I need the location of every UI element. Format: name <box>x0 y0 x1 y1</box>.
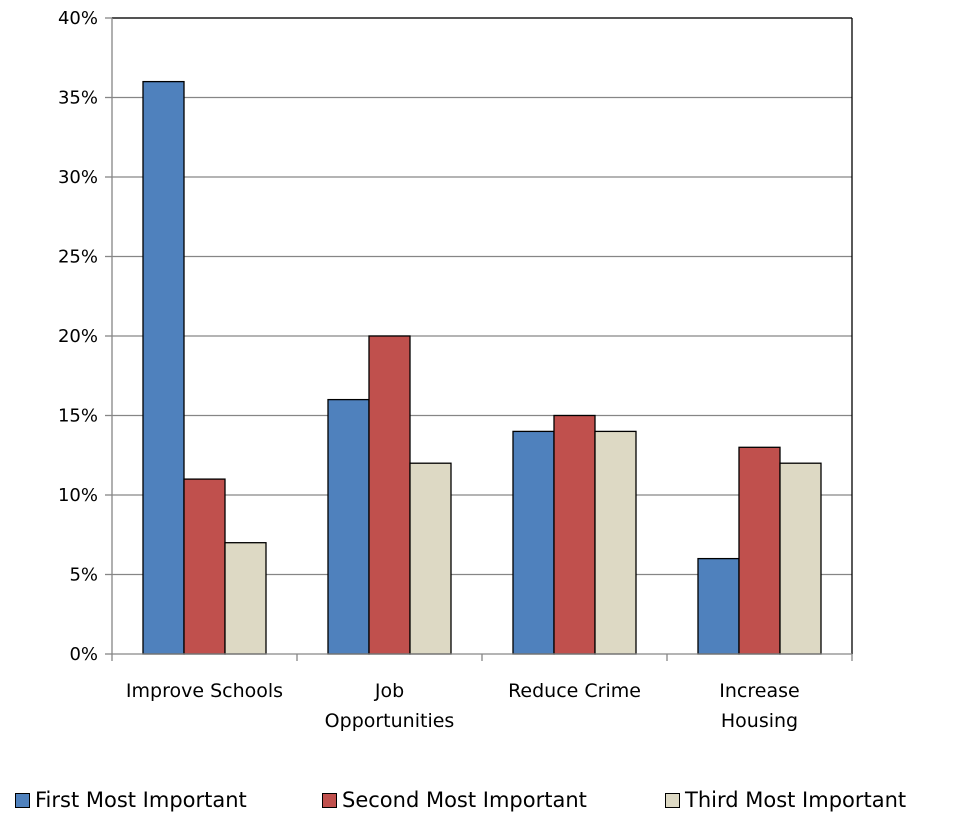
bar <box>224 542 267 655</box>
y-tick-label: 0% <box>69 644 98 665</box>
legend-item: First Most Important <box>15 788 247 812</box>
bar <box>779 462 822 655</box>
bar <box>183 478 226 655</box>
bar <box>512 430 555 655</box>
bar <box>327 398 370 655</box>
y-tick-label: 10% <box>58 485 98 506</box>
axes <box>105 17 853 661</box>
x-tick-label: Job Opportunities <box>325 680 455 732</box>
y-tick-label: 30% <box>58 167 98 188</box>
bar <box>553 414 596 655</box>
y-tick-label: 35% <box>58 88 98 109</box>
bars <box>142 80 822 655</box>
y-tick-label: 15% <box>58 406 98 427</box>
bar <box>368 335 411 655</box>
y-tick-label: 5% <box>69 565 98 586</box>
axis-labels: 0% 5% 10% 15% 20% 25% 30% 35% 40% Improve Schools… <box>58 8 800 732</box>
y-tick-label: 40% <box>58 8 98 29</box>
bar <box>409 462 452 655</box>
gridlines <box>112 17 852 576</box>
legend: First Most Important Second Most Importan… <box>0 788 953 822</box>
legend-label: First Most Important <box>35 788 247 812</box>
legend-item: Second Most Important <box>322 788 587 812</box>
y-tick-label: 25% <box>58 247 98 268</box>
y-tick-label: 20% <box>58 326 98 347</box>
x-tick-label: Reduce Crime <box>508 680 641 702</box>
bar-chart: 0% 5% 10% 15% 20% 25% 30% 35% 40% Improve Schools… <box>58 8 853 732</box>
x-tick-label: Improve Schools <box>126 680 283 702</box>
legend-label: Third Most Important <box>685 788 907 812</box>
x-tick-label: Increase Housing <box>719 680 799 732</box>
legend-swatch <box>322 792 337 808</box>
bar <box>594 430 637 655</box>
legend-item: Third Most Important <box>665 788 906 812</box>
legend-label: Second Most Important <box>342 788 587 812</box>
bar <box>697 557 740 655</box>
bar <box>738 446 781 655</box>
bar <box>142 80 185 655</box>
legend-swatch <box>15 792 30 808</box>
legend-swatch <box>665 792 680 808</box>
